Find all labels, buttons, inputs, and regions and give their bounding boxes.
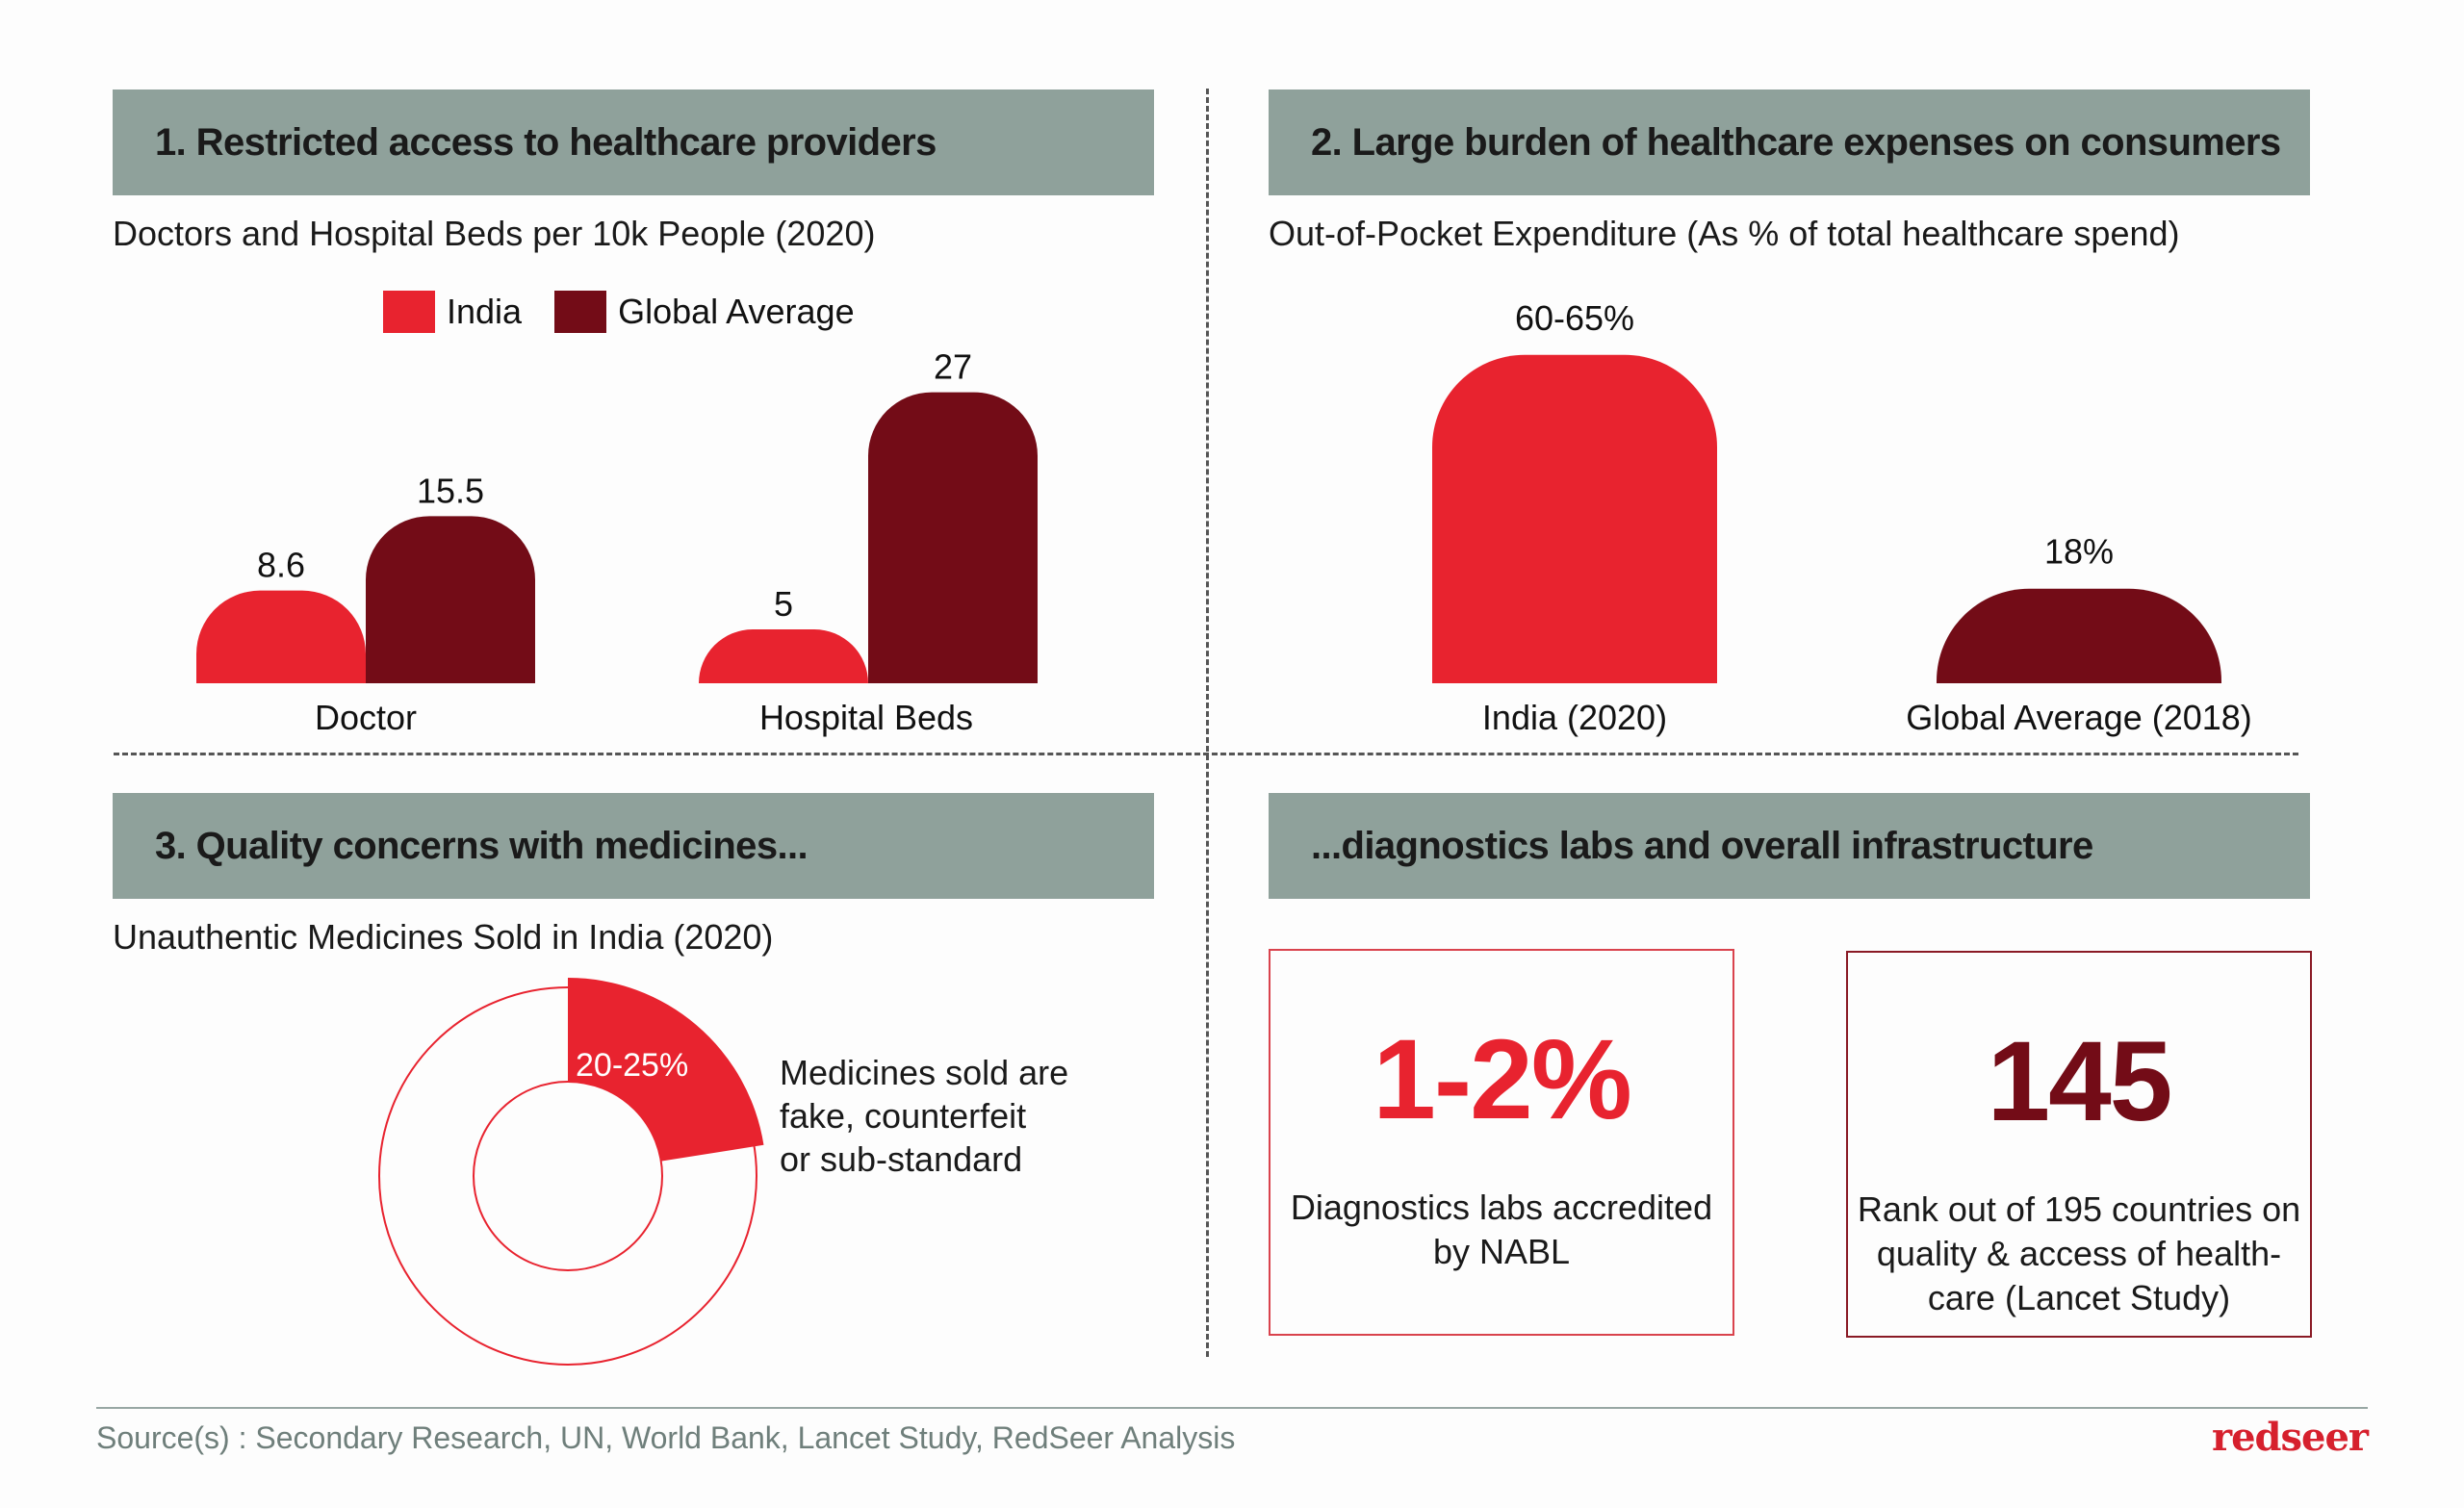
chart1-legend: India Global Average xyxy=(383,291,887,333)
chart1-svg: 8.6 5 15.5 27 Doctor Hospital Beds xyxy=(196,347,1038,737)
panel1-subtitle: Doctors and Hospital Beds per 10k People… xyxy=(113,214,876,253)
category-label: India (2020) xyxy=(1482,698,1667,737)
stat-card-lancet: 145 Rank out of 195 countries on quality… xyxy=(1846,951,2312,1338)
panel3-title: 3. Quality concerns with medicines... xyxy=(155,824,808,867)
donut-description-line: fake, counterfeit xyxy=(780,1096,1027,1136)
bar-global xyxy=(1937,588,2221,683)
legend-global-label: Global Average xyxy=(618,292,855,331)
panel4-title: ...diagnostics labs and overall infrastr… xyxy=(1311,824,2093,867)
bar-india xyxy=(196,590,366,683)
legend-global: Global Average xyxy=(554,291,855,333)
bar-india xyxy=(1432,354,1717,683)
category-label: Doctor xyxy=(315,698,417,737)
donut-slice xyxy=(568,978,764,1162)
bar-value-label: 60-65% xyxy=(1515,298,1634,338)
chart2-svg: 60-65% India (2020) 18% Global Average (201… xyxy=(1432,298,2252,737)
donut-description-line: or sub-standard xyxy=(780,1139,1023,1179)
panel1-header: 1. Restricted access to healthcare provi… xyxy=(113,89,1154,195)
legend-global-swatch xyxy=(554,291,607,333)
donut-description-line: Medicines sold are xyxy=(780,1053,1069,1092)
vertical-divider xyxy=(1206,89,1209,1357)
stat-lancet-desc: Rank out of 195 countries on quality & a… xyxy=(1858,1188,2300,1320)
donut-description: Medicines sold are fake, counterfeit or … xyxy=(780,1051,1068,1181)
stat-nabl-desc: Diagnostics labs accredited by NABL xyxy=(1291,1186,1712,1274)
stat-lancet-desc-line: Rank out of 195 countries on xyxy=(1857,1189,2301,1229)
panel2-title: 2. Large burden of healthcare expenses o… xyxy=(1311,120,2281,164)
chart3-svg: 20-25% xyxy=(378,978,764,1366)
stat-nabl-desc-line: Diagnostics labs accredited xyxy=(1290,1188,1713,1227)
stat-lancet-value: 145 xyxy=(1987,1018,2173,1145)
stat-nabl-desc-line: by NABL xyxy=(1432,1232,1571,1271)
footer-divider xyxy=(96,1407,2368,1409)
panel2-header: 2. Large burden of healthcare expenses o… xyxy=(1269,89,2310,195)
panel3-subtitle: Unauthentic Medicines Sold in India (202… xyxy=(113,917,774,957)
stat-nabl-value: 1-2% xyxy=(1373,1016,1631,1143)
bar-value-label: 18% xyxy=(2044,532,2114,572)
legend-india-swatch xyxy=(383,291,435,333)
stat-lancet-desc-line: quality & access of health- xyxy=(1876,1234,2282,1273)
donut-slice-label: 20-25% xyxy=(576,1047,688,1084)
source-note: Source(s) : Secondary Research, UN, Worl… xyxy=(96,1420,1236,1455)
bar-value-label: 27 xyxy=(934,347,972,387)
category-label: Global Average (2018) xyxy=(1906,698,2252,737)
horizontal-divider xyxy=(114,753,2298,755)
panel4-header: ...diagnostics labs and overall infrastr… xyxy=(1269,793,2310,899)
legend-india: India xyxy=(383,291,522,333)
bar-india xyxy=(699,629,868,683)
stat-card-nabl: 1-2% Diagnostics labs accredited by NABL xyxy=(1269,949,1734,1336)
legend-india-label: India xyxy=(447,292,523,331)
bar-global xyxy=(366,516,535,683)
bar-global xyxy=(868,392,1038,683)
bar-value-label: 5 xyxy=(774,584,793,624)
donut-inner-ring xyxy=(473,1081,663,1271)
panel2-subtitle: Out-of-Pocket Expenditure (As % of total… xyxy=(1269,214,2180,253)
panel1-title: 1. Restricted access to healthcare provi… xyxy=(155,120,937,164)
redseer-logo: redseer xyxy=(2212,1415,2369,1460)
bar-value-label: 8.6 xyxy=(257,546,305,585)
stat-lancet-desc-line: care (Lancet Study) xyxy=(1927,1278,2231,1317)
category-label: Hospital Beds xyxy=(759,698,973,737)
bar-value-label: 15.5 xyxy=(417,471,484,510)
panel3-header: 3. Quality concerns with medicines... xyxy=(113,793,1154,899)
